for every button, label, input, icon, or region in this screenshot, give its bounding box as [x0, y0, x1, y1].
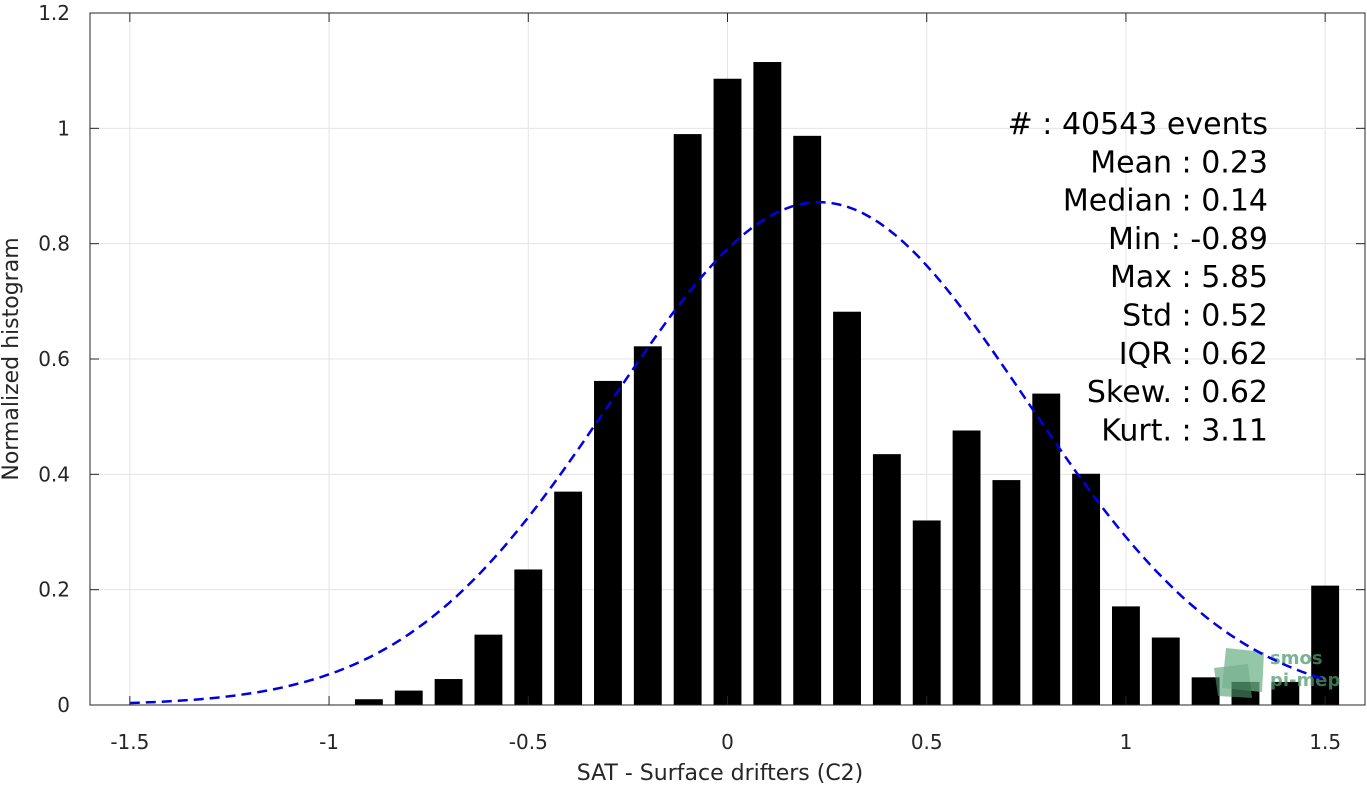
histogram-bar [1151, 637, 1180, 705]
histogram-bar [1271, 681, 1300, 705]
x-tick-label: -1 [319, 730, 339, 754]
histogram-bar [1072, 473, 1101, 705]
histogram-bar [872, 454, 901, 705]
y-tick-label: 0.4 [38, 462, 70, 486]
histogram-bar [1311, 585, 1340, 705]
watermark-text-line2: pi-mep [1270, 670, 1340, 691]
histogram-bar [1111, 606, 1140, 705]
stat-line: Std : 0.52 [1122, 299, 1268, 334]
x-tick-label: -0.5 [509, 730, 548, 754]
histogram-bar [793, 135, 822, 705]
histogram-bar [434, 679, 463, 705]
stat-line: Mean : 0.23 [1090, 145, 1268, 180]
x-tick-label: 1 [1120, 730, 1133, 754]
watermark-text-line1: smos [1270, 648, 1323, 669]
x-tick-label: 0 [721, 730, 734, 754]
histogram-bar [912, 520, 941, 705]
stat-line: Kurt. : 3.11 [1101, 413, 1268, 448]
x-axis-title: SAT - Surface drifters (C2) [577, 761, 864, 785]
histogram-bar [633, 346, 662, 705]
histogram-bar [673, 134, 702, 706]
stat-line: # : 40543 events [1008, 107, 1268, 142]
y-tick-label: 0.2 [38, 578, 70, 602]
histogram-bar [952, 430, 981, 705]
stat-line: Min : -0.89 [1108, 222, 1268, 257]
histogram-bar [354, 699, 383, 705]
histogram-bars [354, 62, 1340, 706]
normal-fit-curve [129, 200, 1326, 705]
x-tick-label: -1.5 [110, 730, 149, 754]
axis-ticks: -1.5 -1 -0.5 0 0.5 1 1.5 0 0.2 0.4 0.6 0.8 1 1.2 [38, 1, 1365, 754]
histogram-bar [554, 491, 583, 705]
y-tick-label: 0.8 [38, 232, 70, 256]
histogram-bar [514, 569, 543, 705]
histogram-bar [594, 380, 622, 705]
stat-line: Median : 0.14 [1063, 184, 1268, 219]
stat-line: IQR : 0.62 [1119, 337, 1268, 372]
histogram-bar [713, 78, 742, 706]
y-tick-label: 1.2 [38, 1, 70, 25]
y-tick-label: 0.6 [38, 347, 70, 371]
y-axis-title: Normalized histogram [0, 237, 24, 480]
x-tick-label: 0.5 [911, 730, 943, 754]
histogram-bar [992, 480, 1021, 705]
histogram-bar [1191, 677, 1220, 705]
watermark-logo-shape [1214, 664, 1252, 698]
histogram-bar [833, 311, 861, 705]
histogram-bar [1032, 393, 1061, 705]
histogram-bar [474, 634, 503, 705]
y-tick-label: 0 [57, 693, 70, 717]
x-tick-label: 1.5 [1309, 730, 1341, 754]
stat-line: Max : 5.85 [1110, 260, 1268, 295]
stat-line: Skew. : 0.62 [1087, 375, 1268, 410]
watermark-logo: smos pi-mep [1214, 648, 1340, 698]
y-tick-label: 1 [57, 116, 70, 140]
histogram-bar [753, 62, 782, 706]
histogram-bar [394, 690, 423, 705]
